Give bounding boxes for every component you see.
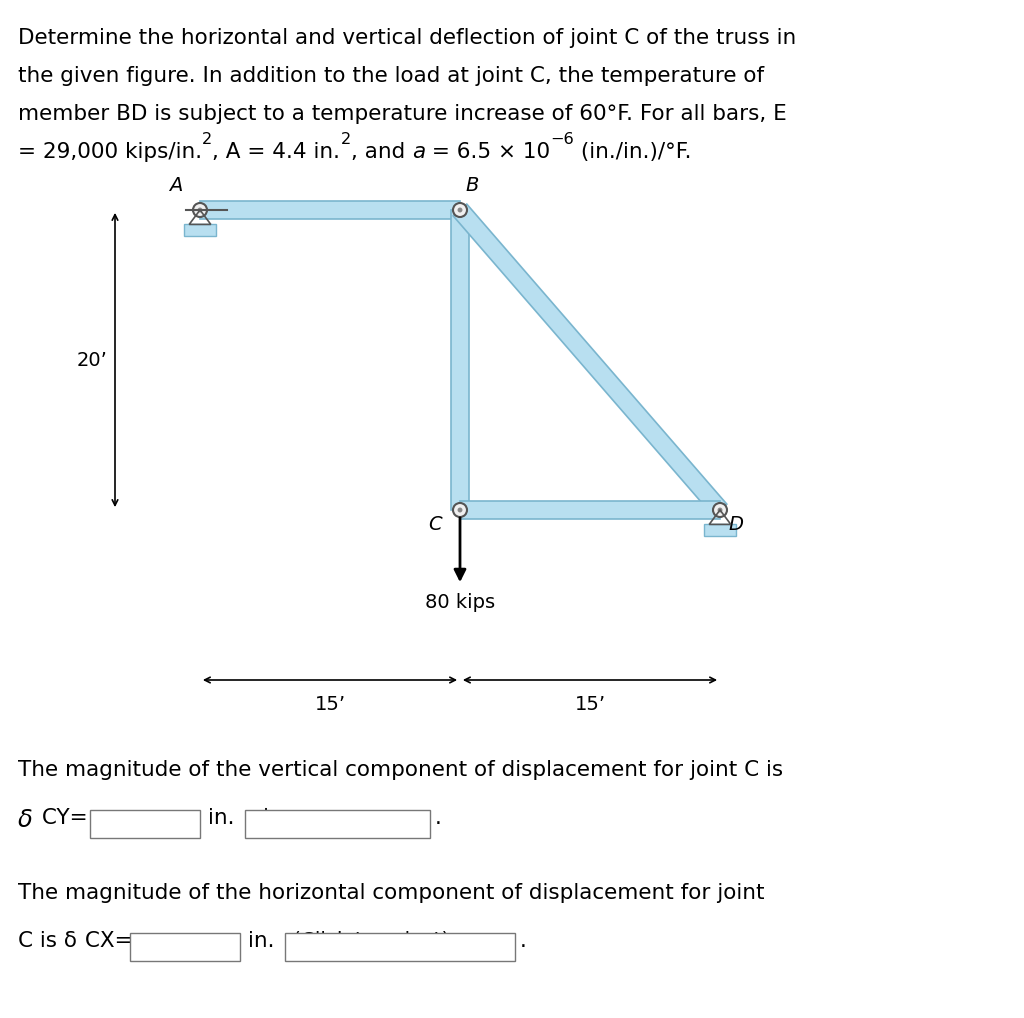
Text: ↓: ↓ [257, 808, 275, 828]
Text: (Click to select): (Click to select) [293, 931, 450, 950]
Circle shape [453, 503, 467, 517]
Text: CY=: CY= [35, 808, 88, 828]
Text: , and: , and [350, 142, 412, 162]
Text: −6: −6 [550, 132, 573, 147]
Text: A: A [169, 176, 182, 195]
Text: 80 kips: 80 kips [425, 593, 495, 612]
Circle shape [453, 203, 467, 217]
Text: Determine the horizontal and vertical deflection of joint C of the truss in: Determine the horizontal and vertical de… [18, 29, 797, 48]
Text: 2: 2 [340, 132, 350, 147]
Text: C: C [428, 515, 442, 534]
Bar [245, 810, 430, 838]
Text: in.: in. [248, 931, 274, 951]
Circle shape [718, 508, 723, 512]
Bar [130, 934, 240, 961]
Text: 2: 2 [202, 132, 212, 147]
Text: member BD is subject to a temperature increase of 60°F. For all bars, E: member BD is subject to a temperature in… [18, 104, 786, 124]
Bar [703, 524, 736, 536]
Text: = 6.5 × 10: = 6.5 × 10 [425, 142, 550, 162]
Text: ⌄: ⌄ [412, 814, 424, 828]
Text: The magnitude of the horizontal component of displacement for joint: The magnitude of the horizontal componen… [18, 883, 765, 903]
Text: The magnitude of the vertical component of displacement for joint C is: The magnitude of the vertical component … [18, 760, 783, 780]
Text: 15’: 15’ [314, 695, 345, 714]
Text: D: D [728, 515, 743, 534]
Bar [90, 810, 200, 838]
Bar [285, 934, 515, 961]
Text: .: . [435, 808, 442, 828]
Circle shape [193, 203, 207, 217]
Text: .: . [520, 931, 527, 951]
Polygon shape [200, 201, 460, 219]
Text: (in./in.)/°F.: (in./in.)/°F. [573, 142, 691, 162]
Text: δ: δ [18, 808, 33, 832]
Text: CX=: CX= [78, 931, 133, 951]
Text: 20’: 20’ [76, 350, 106, 370]
Bar [183, 224, 216, 236]
Text: C is δ: C is δ [18, 931, 77, 951]
Polygon shape [454, 204, 727, 516]
Text: the given figure. In addition to the load at joint C, the temperature of: the given figure. In addition to the loa… [18, 66, 764, 86]
Text: in.: in. [208, 808, 234, 828]
Circle shape [198, 208, 203, 213]
Text: a: a [412, 142, 425, 162]
Polygon shape [460, 501, 720, 519]
Text: = 29,000 kips/in.: = 29,000 kips/in. [18, 142, 202, 162]
Text: , A = 4.4 in.: , A = 4.4 in. [212, 142, 340, 162]
Text: 15’: 15’ [574, 695, 605, 714]
Polygon shape [451, 210, 469, 510]
Text: ⌄: ⌄ [497, 937, 509, 951]
Circle shape [458, 208, 463, 213]
Circle shape [713, 503, 727, 517]
Text: B: B [465, 176, 478, 195]
Circle shape [458, 508, 463, 512]
